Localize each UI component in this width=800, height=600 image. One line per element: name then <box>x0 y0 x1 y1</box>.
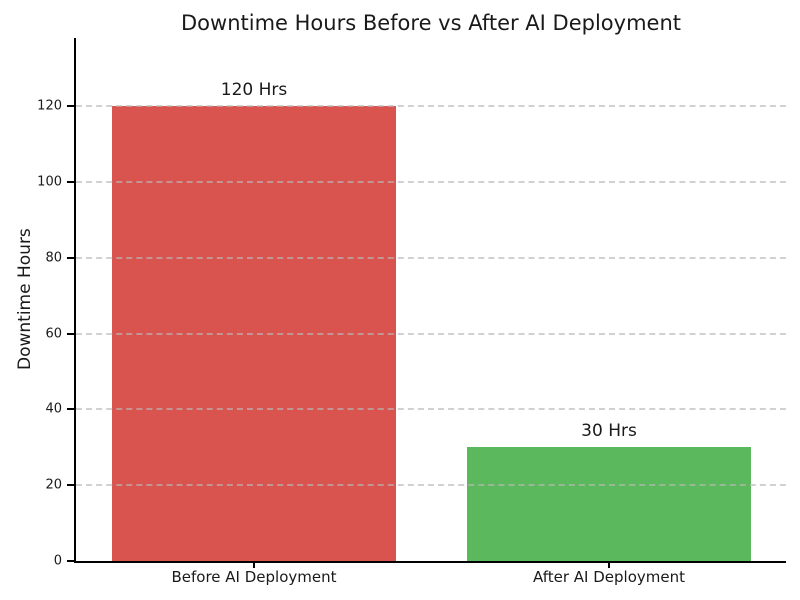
y-tick-mark-120 <box>67 105 74 107</box>
bar-2 <box>467 447 751 561</box>
y-tick-label-40: 40 <box>45 401 62 417</box>
y-tick-mark-20 <box>67 484 74 486</box>
x-tick-label-2: After AI Deployment <box>533 568 685 586</box>
bar-value-label-2: 30 Hrs <box>581 421 637 441</box>
y-tick-mark-60 <box>67 333 74 335</box>
y-tick-label-80: 80 <box>45 250 62 266</box>
chart-title: Downtime Hours Before vs After AI Deploy… <box>181 11 681 35</box>
y-axis-spine <box>74 38 76 563</box>
plot-area: 120 Hrs Before AI Deployment 30 Hrs After A… <box>37 38 786 586</box>
gridline-y-60 <box>76 333 786 335</box>
x-tick-mark-1 <box>253 563 255 568</box>
x-tick-label-1: Before AI Deployment <box>171 568 337 586</box>
x-tick-mark-2 <box>608 563 610 568</box>
y-tick-mark-0 <box>67 560 74 562</box>
bar-value-label-1: 120 Hrs <box>220 80 288 100</box>
y-tick-label-20: 20 <box>45 477 62 493</box>
y-tick-mark-100 <box>67 181 74 183</box>
gridline-y-120 <box>76 105 786 107</box>
y-tick-label-0: 0 <box>53 553 62 569</box>
gridline-y-100 <box>76 181 786 183</box>
x-axis-spine <box>74 561 786 563</box>
gridline-y-80 <box>76 257 786 259</box>
y-tick-label-60: 60 <box>45 326 62 342</box>
y-tick-label-120: 120 <box>37 98 62 114</box>
y-tick-mark-40 <box>67 408 74 410</box>
y-tick-label-100: 100 <box>37 174 62 190</box>
gridline-y-40 <box>76 408 786 410</box>
y-tick-mark-80 <box>67 257 74 259</box>
gridline-y-20 <box>76 484 786 486</box>
